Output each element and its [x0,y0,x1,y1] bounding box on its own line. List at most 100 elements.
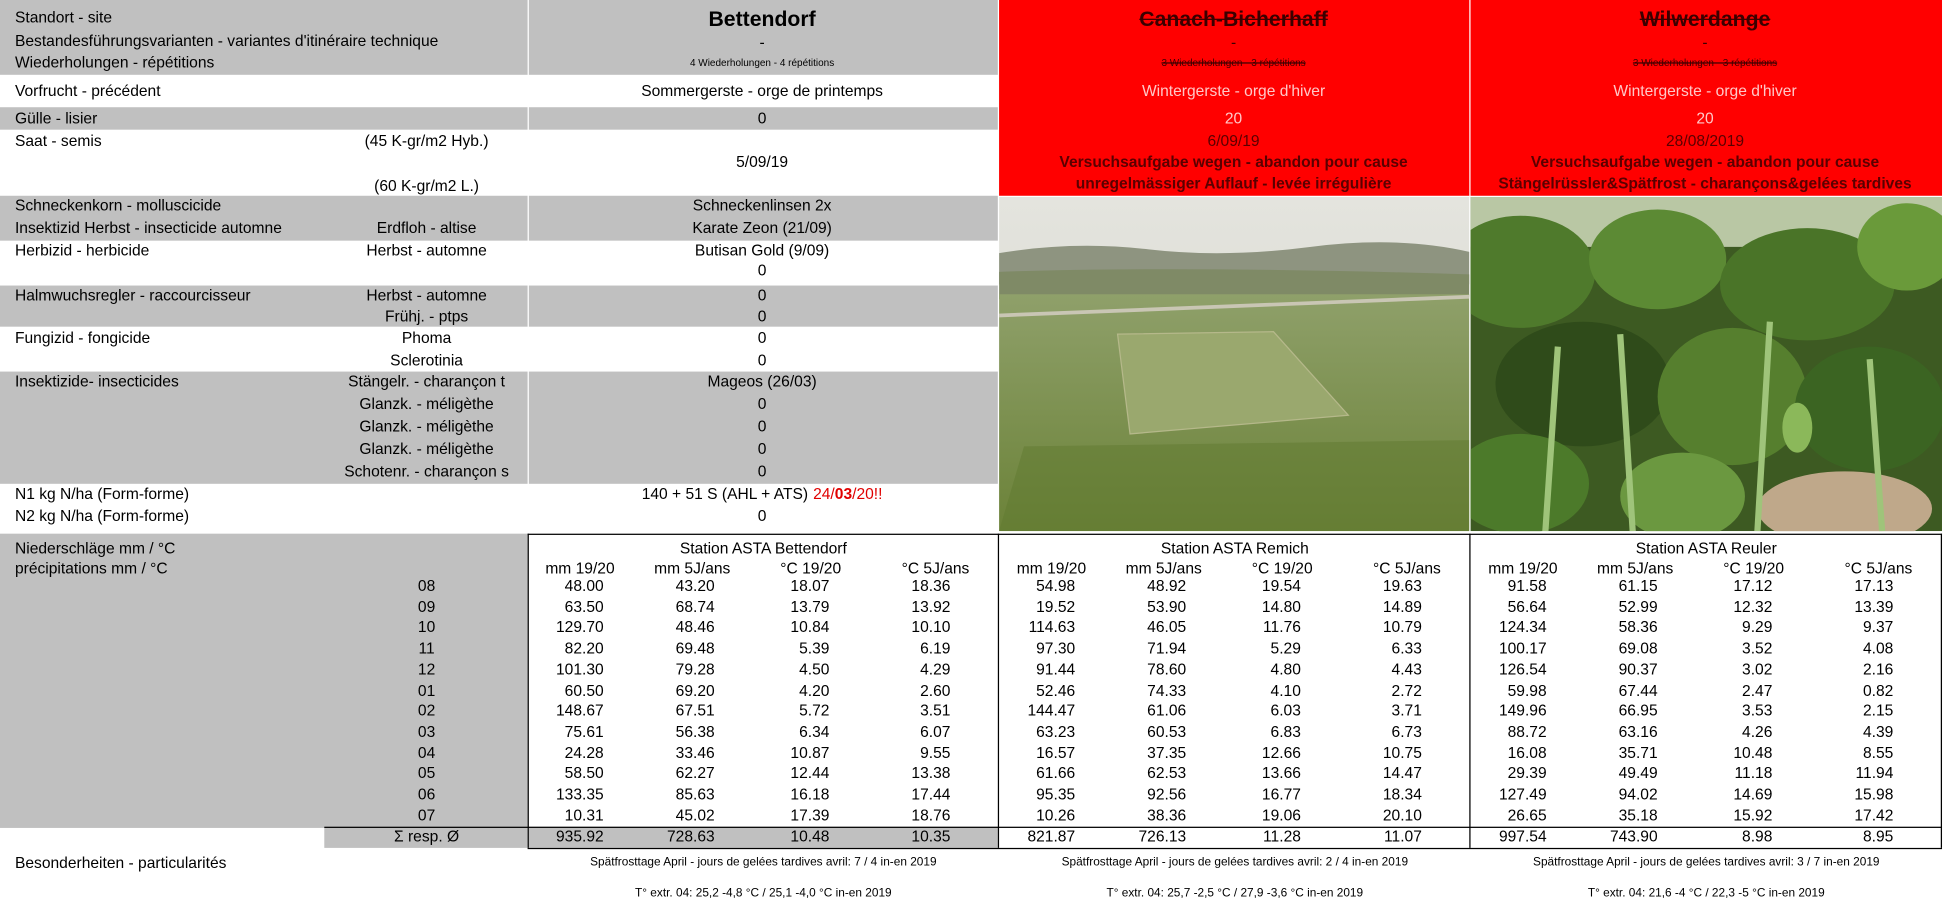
table-cell: 16.18 [790,785,830,804]
site-note: Stängelrüssler&Spätfrost - charançons&ge… [1498,174,1912,193]
table-cell: 10.10 [911,618,951,637]
row-label: N1 kg N/ha (Form-forme) [14,485,190,503]
table-cell: 91.58 [1507,577,1547,595]
month-label: 08 [417,577,436,595]
table-cell: 15.98 [1854,785,1894,804]
cell-bg [528,0,998,75]
field-photo [999,197,1470,532]
table-cell: 114.63 [1028,618,1076,637]
column-header: °C 5J/ans [1373,559,1441,578]
table-cell: 17.44 [911,785,951,804]
table-cell: 68.74 [675,598,715,616]
column-header: mm 5J/ans [1125,559,1202,578]
table-cell: 66.95 [1618,702,1658,720]
table-cell: 10.84 [790,618,830,637]
table-cell: 35.71 [1618,743,1658,762]
station-note: Spätfrosttage April - jours de gelées ta… [590,855,937,870]
month-label: 06 [417,785,436,804]
site-sowing: 28/08/2019 [1666,132,1745,150]
station-note: Spätfrosttage April - jours de gelées ta… [1061,855,1409,870]
table-cell: 11.94 [1855,764,1894,783]
station-name: Station ASTA Bettendorf [679,539,847,558]
table-cell: 26.65 [1507,806,1547,824]
row-sublabel: Frühj. - ptps [384,307,469,326]
table-cell: 5.39 [799,639,830,658]
table-cell: 11.18 [1734,764,1773,783]
cell-bg [324,826,528,848]
site-precedent: Wintergerste - orge d'hiver [1141,82,1326,100]
value-part: 24/ [813,485,835,503]
table-cell: 4.43 [1391,660,1422,679]
table-cell: 4.29 [920,660,951,679]
row-value: Sommergerste - orge de printemps [641,82,883,100]
column-header: mm 19/20 [1488,559,1558,578]
table-cell: 19.06 [1261,806,1301,824]
table-cell: 13.92 [911,598,951,616]
row-value: 0 [757,395,767,413]
table-cell: 62.53 [1147,764,1187,783]
table-cell: 94.02 [1618,785,1658,804]
border-line [527,533,529,848]
month-label: 02 [417,702,436,720]
row-value: 0 [757,329,767,347]
table-cell: 5.29 [1270,639,1301,658]
value-part: 03 [834,485,853,503]
table-cell: 33.46 [675,743,715,762]
cell-bg [0,0,528,75]
sum-cell: 11.28 [1263,827,1301,846]
sum-cell: 821.87 [1027,827,1076,846]
table-cell: 12.44 [790,764,830,783]
row-label: Saat - semis [14,132,102,150]
row-sublabel: Schotenr. - charançon s [344,462,509,481]
table-cell: 148.67 [555,702,604,720]
cell-bg [0,533,528,828]
column-header: °C 19/20 [1723,559,1785,578]
cell-bg [0,285,528,327]
table-cell: 19.54 [1261,577,1301,595]
month-label: 12 [417,660,436,679]
site-note: Versuchsaufgabe wegen - abandon pour cau… [1530,153,1880,171]
station-name: Station ASTA Reuler [1635,539,1777,558]
month-label: 04 [417,743,436,762]
header-label: Standort - site [14,8,113,27]
sum-cell: 8.98 [1742,827,1773,846]
row-sublabel: (60 K-gr/m2 L.) [374,177,479,195]
table-cell: 63.50 [564,598,604,616]
table-cell: 2.16 [1863,660,1894,679]
cell-bg [528,826,998,848]
table-cell: 4.39 [1863,723,1894,741]
site-name: Canach-Bicherhaff [1139,7,1328,32]
table-cell: 12.32 [1733,598,1773,616]
row-value: 0 [757,351,767,370]
table-cell: 45.02 [675,806,715,824]
table-cell: 37.35 [1147,743,1187,762]
site-reps: 3 Wiederholungen - 3 répétitions [1161,57,1306,69]
table-cell: 56.38 [675,723,715,741]
row-value: Schneckenlinsen 2x [692,197,832,215]
table-cell: 6.03 [1270,702,1301,720]
site-precedent: Wintergerste - orge d'hiver [1613,82,1797,100]
row-value: 0 [757,440,767,458]
table-cell: 85.63 [675,785,715,804]
sum-cell: 10.35 [911,827,951,846]
sum-cell: 726.13 [1138,827,1187,846]
column-header: mm 19/20 [545,559,615,578]
site-sowing: 6/09/19 [1207,132,1260,150]
table-cell: 9.55 [920,743,951,762]
table-cell: 16.57 [1036,743,1076,762]
row-label: Vorfrucht - précédent [14,82,161,100]
table-cell: 9.37 [1863,618,1894,637]
table-cell: 53.90 [1147,598,1187,616]
table-cell: 88.72 [1507,723,1547,741]
table-cell: 19.63 [1382,577,1422,595]
table-cell: 4.80 [1270,660,1301,679]
table-cell: 20.10 [1382,806,1422,824]
table-cell: 61.06 [1147,702,1187,720]
table-cell: 13.66 [1261,764,1301,783]
row-value: 0 [757,307,767,326]
table-cell: 14.80 [1261,598,1301,616]
table-cell: 6.07 [920,723,951,741]
table-cell: 3.02 [1742,660,1773,679]
row-sublabel: Sclerotinia [390,351,463,370]
row-value: Karate Zeon (21/09) [692,219,832,237]
